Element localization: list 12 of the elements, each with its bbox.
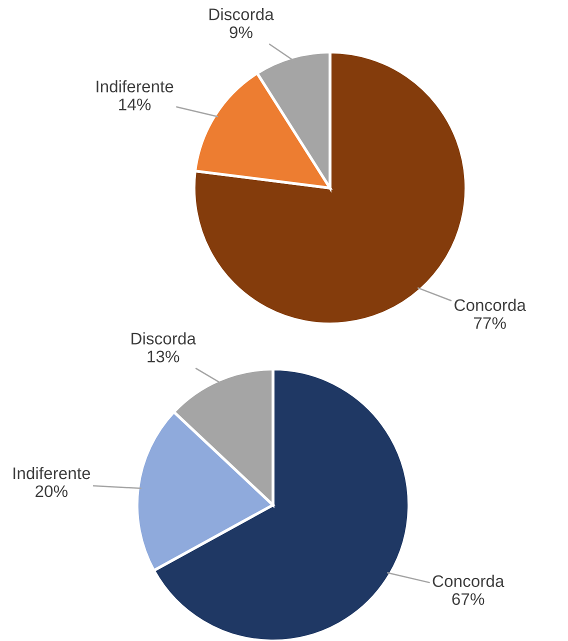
data-label: 67% [452,593,484,605]
data-label: 9% [230,26,252,38]
slice-label: Discorda [132,332,196,344]
slice-label: Concorda [432,574,504,588]
data-label: 20% [36,485,68,498]
slice-label: Indiferente [96,80,174,92]
slice-label: Indiferente [14,466,90,480]
slice-label: Discorda [209,8,274,20]
slice-label: Concorda [454,298,526,312]
data-label: 77% [474,317,506,329]
data-label: 13% [148,350,180,362]
data-label: 14% [119,98,151,110]
